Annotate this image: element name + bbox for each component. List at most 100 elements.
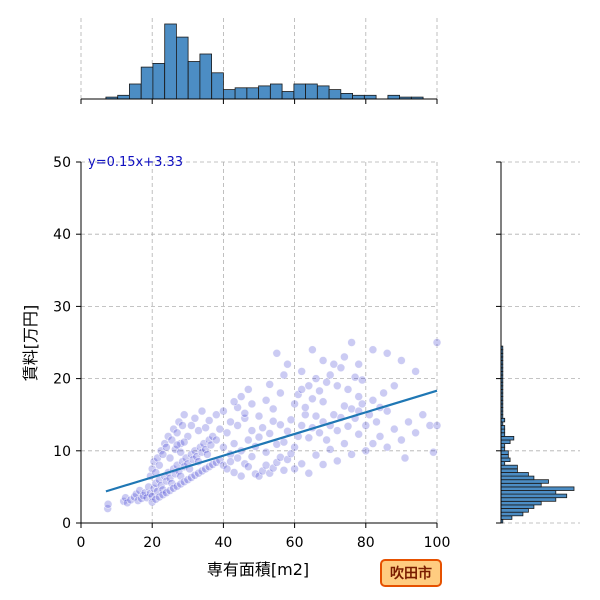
scatter-point xyxy=(343,385,353,394)
x-tick-label: 40 xyxy=(214,535,232,551)
scatter-point xyxy=(240,408,250,418)
x-hist-bar xyxy=(152,63,165,100)
x-hist-bar xyxy=(246,87,259,100)
scatter-point xyxy=(201,423,210,433)
scatter-point xyxy=(176,447,185,457)
scatter-point xyxy=(332,381,342,391)
y-axis-ticks: 0 10 20 30 40 50 xyxy=(53,155,501,532)
scatter-point xyxy=(258,423,267,433)
y-hist-bar xyxy=(500,475,535,481)
scatter-point xyxy=(389,381,399,391)
x-tick-label: 0 xyxy=(77,535,86,551)
x-hist-bar xyxy=(222,89,236,100)
y-hist-bar xyxy=(500,482,542,488)
y-hist-bar xyxy=(500,511,524,517)
scatter-point xyxy=(261,395,271,405)
scatter-point xyxy=(347,450,356,459)
y-hist-bar xyxy=(500,453,509,459)
city-badge: 吹田市 xyxy=(380,559,442,587)
scatter-point xyxy=(318,460,328,469)
y-tick-label: 30 xyxy=(53,299,71,315)
scatter-point xyxy=(379,388,388,398)
scatter-point xyxy=(254,432,264,442)
scatter-point xyxy=(432,338,442,347)
y-hist-bar xyxy=(500,472,529,477)
scatter-point xyxy=(354,429,364,439)
scatter-point xyxy=(329,410,339,420)
scatter-point xyxy=(286,449,296,459)
x-hist-bar xyxy=(328,89,342,100)
y-hist-bar xyxy=(500,464,518,470)
scatter-point xyxy=(144,482,153,492)
scatter-point xyxy=(276,420,285,430)
x-hist-bar xyxy=(316,85,330,100)
scatter-point xyxy=(196,442,205,452)
scatter-point xyxy=(361,421,371,430)
scatter-point xyxy=(368,439,378,448)
scatter-point xyxy=(322,377,331,387)
scatter-point xyxy=(382,348,392,358)
y-hist-bar xyxy=(500,446,506,452)
regression-line xyxy=(105,389,438,493)
scatter-point xyxy=(212,435,221,445)
y-hist-bar xyxy=(500,515,513,520)
scatter-point xyxy=(350,372,360,382)
scatter-point xyxy=(297,421,307,430)
scatter-point xyxy=(290,399,299,409)
y-axis-label: 賃料[万円] xyxy=(21,305,40,382)
scatter-point xyxy=(229,439,239,448)
scatter-point xyxy=(265,380,275,389)
x-hist-bar xyxy=(293,83,306,100)
scatter-point xyxy=(357,375,367,385)
x-hist-bar xyxy=(234,87,248,100)
scatter-point xyxy=(268,404,278,414)
y-hist-bar xyxy=(500,428,506,434)
scatter-point xyxy=(103,499,113,509)
y-hist-bar xyxy=(500,504,535,509)
scatter-point xyxy=(308,345,317,355)
scatter-point xyxy=(226,417,235,427)
scatter-point xyxy=(411,367,420,376)
scatter-point xyxy=(276,388,285,398)
x-hist-bar xyxy=(175,36,189,100)
scatter-point xyxy=(340,439,349,448)
x-hist-bar xyxy=(340,93,353,100)
scatter-point xyxy=(315,428,324,438)
scatter-point xyxy=(283,426,292,436)
y-hist-bar xyxy=(500,432,506,437)
scatter-point xyxy=(265,468,275,478)
scatter-point xyxy=(212,410,221,420)
x-marginal-histogram xyxy=(105,23,424,100)
scatter-point xyxy=(187,421,196,430)
scatter-point xyxy=(304,433,314,443)
scatter-point xyxy=(297,385,307,394)
scatter-point xyxy=(432,421,442,430)
right-hist-grid xyxy=(501,161,580,524)
scatter-point xyxy=(279,370,289,380)
scatter-point xyxy=(400,453,410,463)
scatter-point xyxy=(425,421,435,430)
scatter-point xyxy=(247,426,257,435)
scatter-point xyxy=(163,432,173,441)
x-hist-bar xyxy=(258,85,271,100)
scatter-point xyxy=(404,417,413,427)
scatter-point xyxy=(226,457,235,466)
scatter-point xyxy=(179,437,189,447)
scatter-point xyxy=(311,411,321,421)
scatter-point xyxy=(361,446,371,456)
scatter-point xyxy=(247,399,257,409)
scatter-point xyxy=(336,363,346,373)
scatter-point xyxy=(411,428,420,438)
x-hist-bar xyxy=(140,66,154,100)
scatter-point xyxy=(325,445,335,454)
y-hist-bar xyxy=(500,486,575,491)
y-hist-bar xyxy=(500,425,506,430)
scatter-point xyxy=(219,442,228,452)
scatter-point xyxy=(147,497,157,507)
scatter-point xyxy=(197,406,207,416)
scatter-point xyxy=(222,428,232,438)
scatter-point xyxy=(158,485,168,495)
scatter-point xyxy=(204,416,214,425)
scatter-point xyxy=(126,495,136,505)
x-tick-label: 100 xyxy=(424,535,451,551)
